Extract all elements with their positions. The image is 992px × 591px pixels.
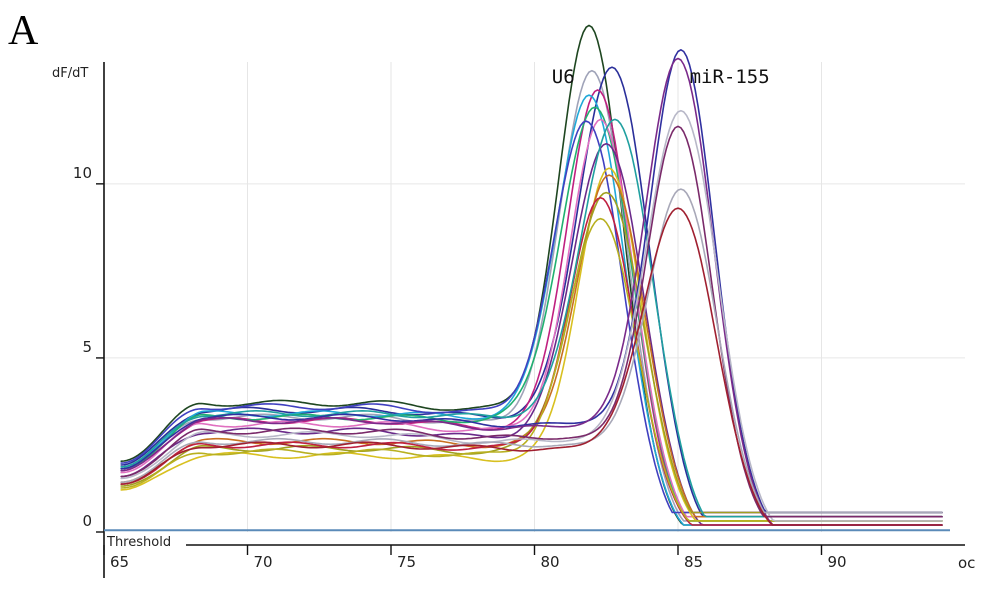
y-tick-label: 0	[82, 512, 92, 530]
x-tick-label: 75	[397, 553, 416, 571]
melt-curve-7	[120, 118, 943, 518]
melt-curve-9	[120, 143, 943, 526]
melt-curve-19	[120, 125, 943, 518]
y-axis-label: dF/dT	[52, 66, 88, 81]
y-tick-label: 10	[73, 164, 92, 182]
x-tick-label: 90	[828, 553, 847, 571]
peak-label: U6	[552, 66, 575, 88]
melt-curve-17	[120, 57, 943, 526]
melt-curve-4	[120, 89, 943, 514]
melt-curve-20	[120, 188, 943, 514]
grid-lines	[104, 62, 965, 532]
y-tick-label: 5	[82, 338, 92, 356]
x-tick-label: 65	[110, 553, 129, 571]
melt-curve-10	[120, 167, 943, 522]
melt-curve-13	[120, 197, 943, 526]
melt-curve-6	[120, 106, 943, 522]
melt-curve-21	[120, 207, 943, 526]
melt-curve-3	[120, 66, 943, 518]
threshold-label: Threshold	[106, 535, 171, 550]
x-tick-label: 70	[254, 553, 273, 571]
peak-annotations: U6 miR-155	[552, 66, 770, 88]
x-tick-label: 85	[684, 553, 703, 571]
melt-curve-5	[120, 94, 943, 526]
x-tick-label: 80	[541, 553, 560, 571]
panel-letter: A	[8, 8, 39, 54]
melt-curve-18	[120, 109, 943, 522]
peak-label: miR-155	[690, 66, 770, 88]
axes: Threshold 65 70 75 80 85 90 0 5 10	[73, 62, 965, 578]
x-axis-unit: oc	[958, 554, 975, 572]
melt-curve-15	[120, 118, 943, 518]
melt-curves	[120, 24, 943, 526]
